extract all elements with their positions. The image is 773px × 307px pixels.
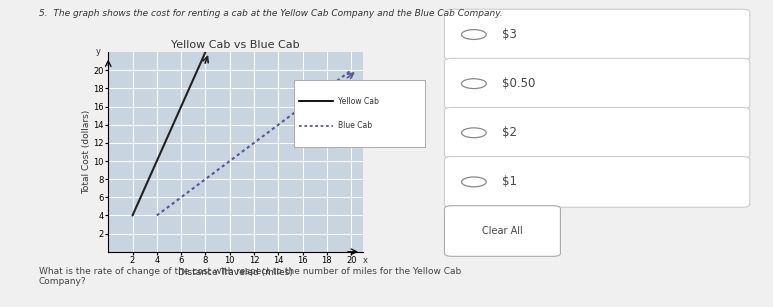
Text: $0.50: $0.50: [502, 77, 536, 90]
Text: x: x: [363, 256, 368, 265]
Y-axis label: Total Cost (dollars): Total Cost (dollars): [82, 110, 90, 194]
Text: What is the rate of change of the cost with respect to the number of miles for t: What is the rate of change of the cost w…: [39, 267, 461, 286]
Text: y: y: [96, 47, 101, 56]
Text: Clear All: Clear All: [482, 226, 523, 236]
Text: 5.  The graph shows the cost for renting a cab at the Yellow Cab Company and the: 5. The graph shows the cost for renting …: [39, 9, 502, 18]
Text: $2: $2: [502, 126, 517, 139]
Text: $3: $3: [502, 28, 517, 41]
Text: Yellow Cab: Yellow Cab: [339, 97, 380, 106]
Title: Yellow Cab vs Blue Cab: Yellow Cab vs Blue Cab: [172, 40, 300, 50]
X-axis label: Distance Traveled (miles): Distance Traveled (miles): [179, 268, 293, 277]
Text: $1: $1: [502, 175, 517, 188]
Text: Blue Cab: Blue Cab: [339, 121, 373, 130]
